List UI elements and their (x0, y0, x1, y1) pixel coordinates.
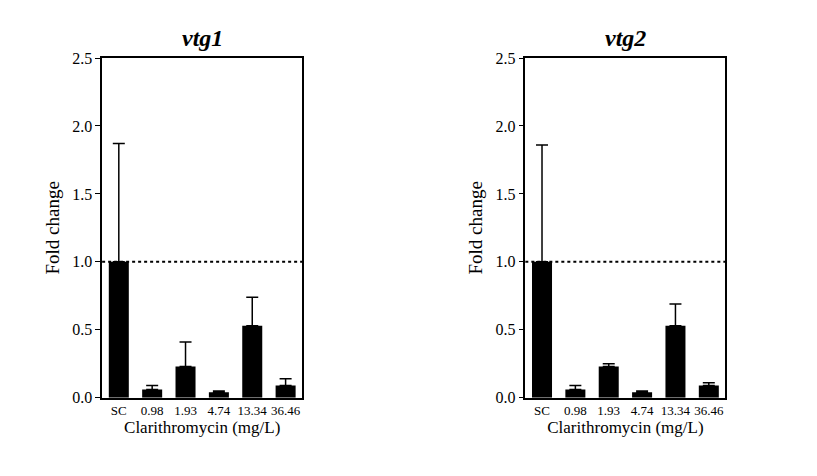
svg-text:0.98: 0.98 (141, 403, 164, 418)
svg-text:Clarithromycin (mg/L): Clarithromycin (mg/L) (124, 418, 280, 437)
svg-text:1.93: 1.93 (597, 403, 620, 418)
svg-text:1.93: 1.93 (174, 403, 197, 418)
svg-text:36.46: 36.46 (694, 403, 724, 418)
svg-text:2.5: 2.5 (495, 50, 515, 67)
svg-text:0.5: 0.5 (72, 321, 92, 338)
svg-text:0.0: 0.0 (72, 389, 92, 406)
svg-text:0.5: 0.5 (495, 321, 515, 338)
svg-text:1.5: 1.5 (72, 185, 92, 202)
svg-text:0.0: 0.0 (495, 389, 515, 406)
svg-text:13.34: 13.34 (661, 403, 691, 418)
svg-text:1.0: 1.0 (72, 253, 92, 270)
svg-text:36.46: 36.46 (271, 403, 301, 418)
svg-text:Fold change: Fold change (465, 181, 486, 274)
svg-text:1.0: 1.0 (495, 253, 515, 270)
svg-text:4.74: 4.74 (631, 403, 654, 418)
svg-text:Clarithromycin (mg/L): Clarithromycin (mg/L) (547, 418, 703, 437)
svg-text:2.0: 2.0 (495, 118, 515, 135)
svg-text:vtg2: vtg2 (605, 25, 646, 51)
svg-text:1.5: 1.5 (495, 185, 515, 202)
svg-text:2.0: 2.0 (72, 118, 92, 135)
svg-text:SC: SC (534, 403, 550, 418)
svg-text:2.5: 2.5 (72, 50, 92, 67)
svg-text:vtg1: vtg1 (182, 25, 223, 51)
svg-text:4.74: 4.74 (208, 403, 231, 418)
svg-text:Fold change: Fold change (42, 181, 63, 274)
svg-text:0.98: 0.98 (564, 403, 587, 418)
svg-text:13.34: 13.34 (238, 403, 268, 418)
svg-text:SC: SC (111, 403, 127, 418)
